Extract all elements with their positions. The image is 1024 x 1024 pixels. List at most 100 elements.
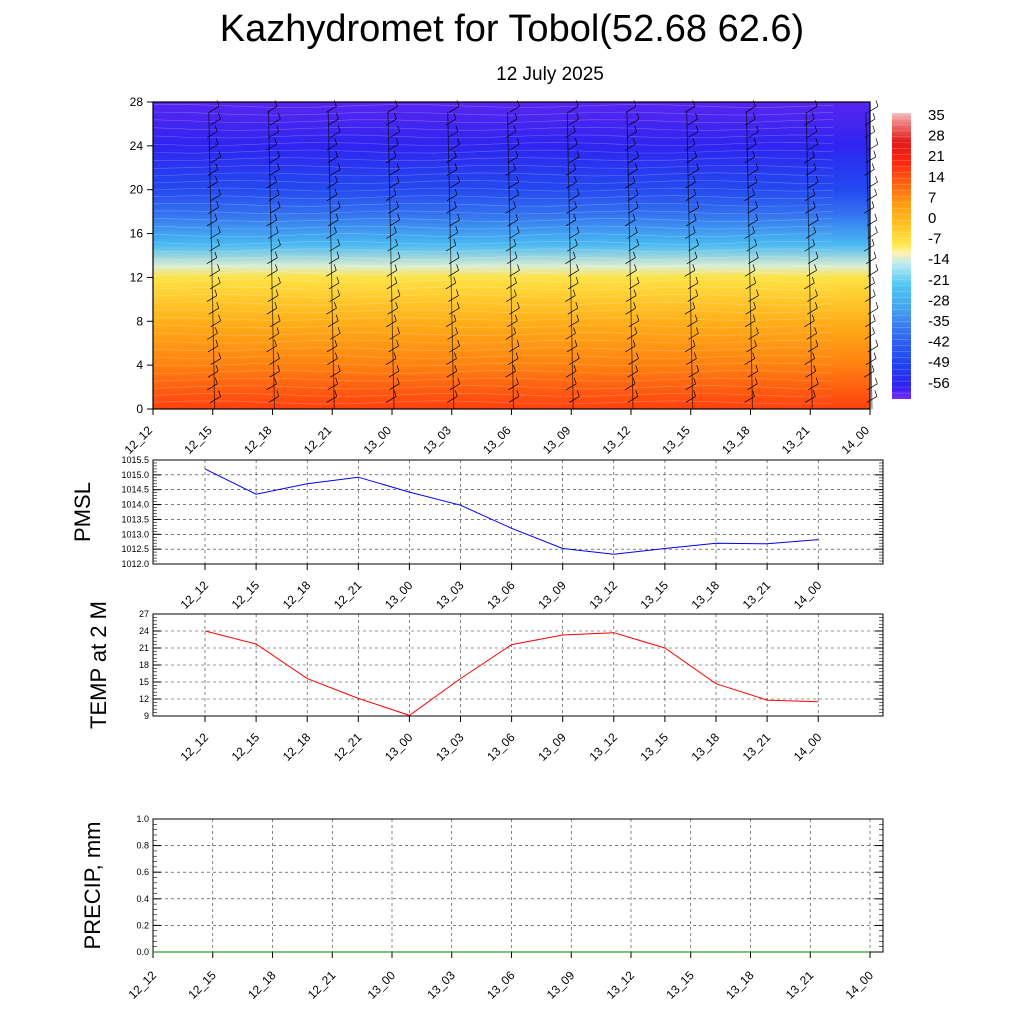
wind-barb-flag bbox=[215, 327, 218, 334]
wind-barb-flag bbox=[634, 226, 638, 233]
wind-barb-flag bbox=[873, 251, 877, 258]
wind-barb-flag bbox=[875, 138, 879, 145]
wind-barb-flag bbox=[278, 239, 281, 246]
wind-barb-shaft bbox=[746, 111, 753, 410]
wind-barb-flag bbox=[754, 175, 758, 183]
wind-barb bbox=[565, 370, 577, 378]
wind-barb-flag bbox=[755, 213, 759, 221]
y-axis-label: PRECIP, mm bbox=[80, 822, 105, 950]
wind-barb bbox=[207, 370, 219, 378]
wind-barb-flag bbox=[754, 377, 758, 384]
contour-line bbox=[152, 301, 834, 306]
wind-barb bbox=[266, 143, 277, 151]
wind-barb bbox=[266, 383, 277, 391]
wind-barb bbox=[507, 156, 519, 164]
wind-barb-shaft bbox=[805, 111, 813, 410]
wind-barb-shaft bbox=[686, 111, 694, 410]
wind-barb-flag bbox=[695, 112, 698, 120]
wind-barb-flag bbox=[574, 138, 578, 145]
wind-barb-flag bbox=[218, 352, 222, 359]
wind-barb-flag bbox=[516, 339, 520, 347]
wind-barb bbox=[569, 194, 580, 201]
colorbar-label: -49 bbox=[928, 354, 950, 371]
wind-barb bbox=[807, 181, 819, 189]
wind-barb-flag bbox=[337, 201, 341, 208]
wind-barb-flag bbox=[336, 112, 339, 120]
wind-barb bbox=[208, 106, 220, 113]
wind-barb bbox=[684, 307, 695, 315]
x-tick-label: 13_03 bbox=[420, 423, 454, 457]
wind-barb bbox=[565, 295, 576, 302]
wind-barb-flag bbox=[453, 112, 457, 120]
wind-barb-flag bbox=[277, 365, 281, 372]
y-tick-label: 28 bbox=[130, 95, 144, 109]
wind-barb bbox=[268, 131, 279, 138]
wind-barb-flag bbox=[454, 352, 457, 359]
wind-barb-flag bbox=[696, 365, 700, 372]
colorbar-label: 28 bbox=[928, 128, 945, 145]
wind-barb-flag bbox=[334, 226, 337, 233]
wind-barb-flag bbox=[335, 314, 339, 321]
panel-frame bbox=[152, 613, 884, 717]
wind-barb-flag bbox=[572, 289, 576, 296]
wind-barb bbox=[389, 333, 400, 340]
wind-barb-flag bbox=[873, 150, 877, 157]
wind-barb-flag bbox=[632, 377, 636, 384]
wind-barb bbox=[449, 345, 460, 353]
wind-barb-flag bbox=[815, 213, 819, 221]
precip-panel: 1.0 0.8 0.6 0.4 0.2 0.0 12_12 12_15 12_18 12_21 13… bbox=[80, 814, 884, 1002]
contour-line bbox=[152, 377, 834, 382]
wind-barb-flag bbox=[635, 390, 639, 397]
wind-barb-flag bbox=[756, 289, 759, 296]
wind-barb-flag bbox=[396, 377, 400, 384]
wind-barb bbox=[688, 244, 699, 252]
wind-barb-flag bbox=[636, 239, 640, 246]
wind-barb bbox=[744, 232, 755, 239]
wind-barb-flag bbox=[516, 138, 520, 145]
wind-barb bbox=[445, 320, 457, 328]
wind-barb bbox=[210, 320, 221, 328]
wind-barb bbox=[747, 219, 758, 227]
colorbar-label: -28 bbox=[928, 292, 950, 309]
wind-barb-flag bbox=[274, 213, 278, 221]
wind-barb-flag bbox=[513, 289, 517, 296]
wind-barb-flag bbox=[693, 188, 697, 195]
wind-barb bbox=[569, 358, 580, 365]
wind-barb bbox=[446, 358, 457, 365]
wind-barb bbox=[807, 307, 818, 315]
wind-barb-flag bbox=[812, 239, 815, 246]
wind-barb-flag bbox=[455, 125, 459, 132]
x-tick-label: 12_21 bbox=[331, 578, 365, 612]
wind-barb bbox=[804, 244, 815, 252]
y-tick-label: 1012.0 bbox=[121, 559, 149, 569]
y-tick-label: 0.8 bbox=[136, 841, 149, 851]
colorbar-label: 14 bbox=[928, 169, 945, 186]
wind-barb bbox=[808, 219, 819, 227]
wind-barb-flag bbox=[456, 251, 460, 258]
wind-barb bbox=[449, 143, 460, 151]
x-tick-label: 14_00 bbox=[843, 968, 877, 1002]
contour-line bbox=[152, 370, 834, 374]
wind-barb bbox=[385, 396, 397, 403]
y-tick-label: 1.0 bbox=[136, 814, 149, 824]
contour-line bbox=[152, 225, 834, 230]
wind-barb bbox=[446, 194, 458, 201]
wind-barb-flag bbox=[814, 125, 818, 132]
wind-barb-flag bbox=[875, 377, 878, 384]
colorbar-label: -7 bbox=[928, 231, 941, 248]
wind-barb bbox=[207, 383, 218, 391]
wind-barb bbox=[625, 143, 636, 151]
contour-line bbox=[152, 111, 834, 116]
wind-barb bbox=[685, 396, 696, 403]
contour-line bbox=[152, 271, 834, 276]
contour-line bbox=[152, 126, 834, 131]
wind-barb bbox=[807, 143, 818, 151]
wind-barb bbox=[686, 257, 698, 265]
wind-barb bbox=[266, 345, 277, 353]
wind-barb-shaft bbox=[387, 111, 395, 410]
temp-2m-panel: 27 24 21 18 15 12 9 12_12 12_15 12_18 12_21 13_00 13… bbox=[86, 601, 884, 764]
wind-barb-flag bbox=[693, 175, 696, 183]
wind-barb bbox=[684, 345, 696, 353]
wind-barb-flag bbox=[216, 201, 219, 208]
wind-barb bbox=[206, 295, 218, 302]
